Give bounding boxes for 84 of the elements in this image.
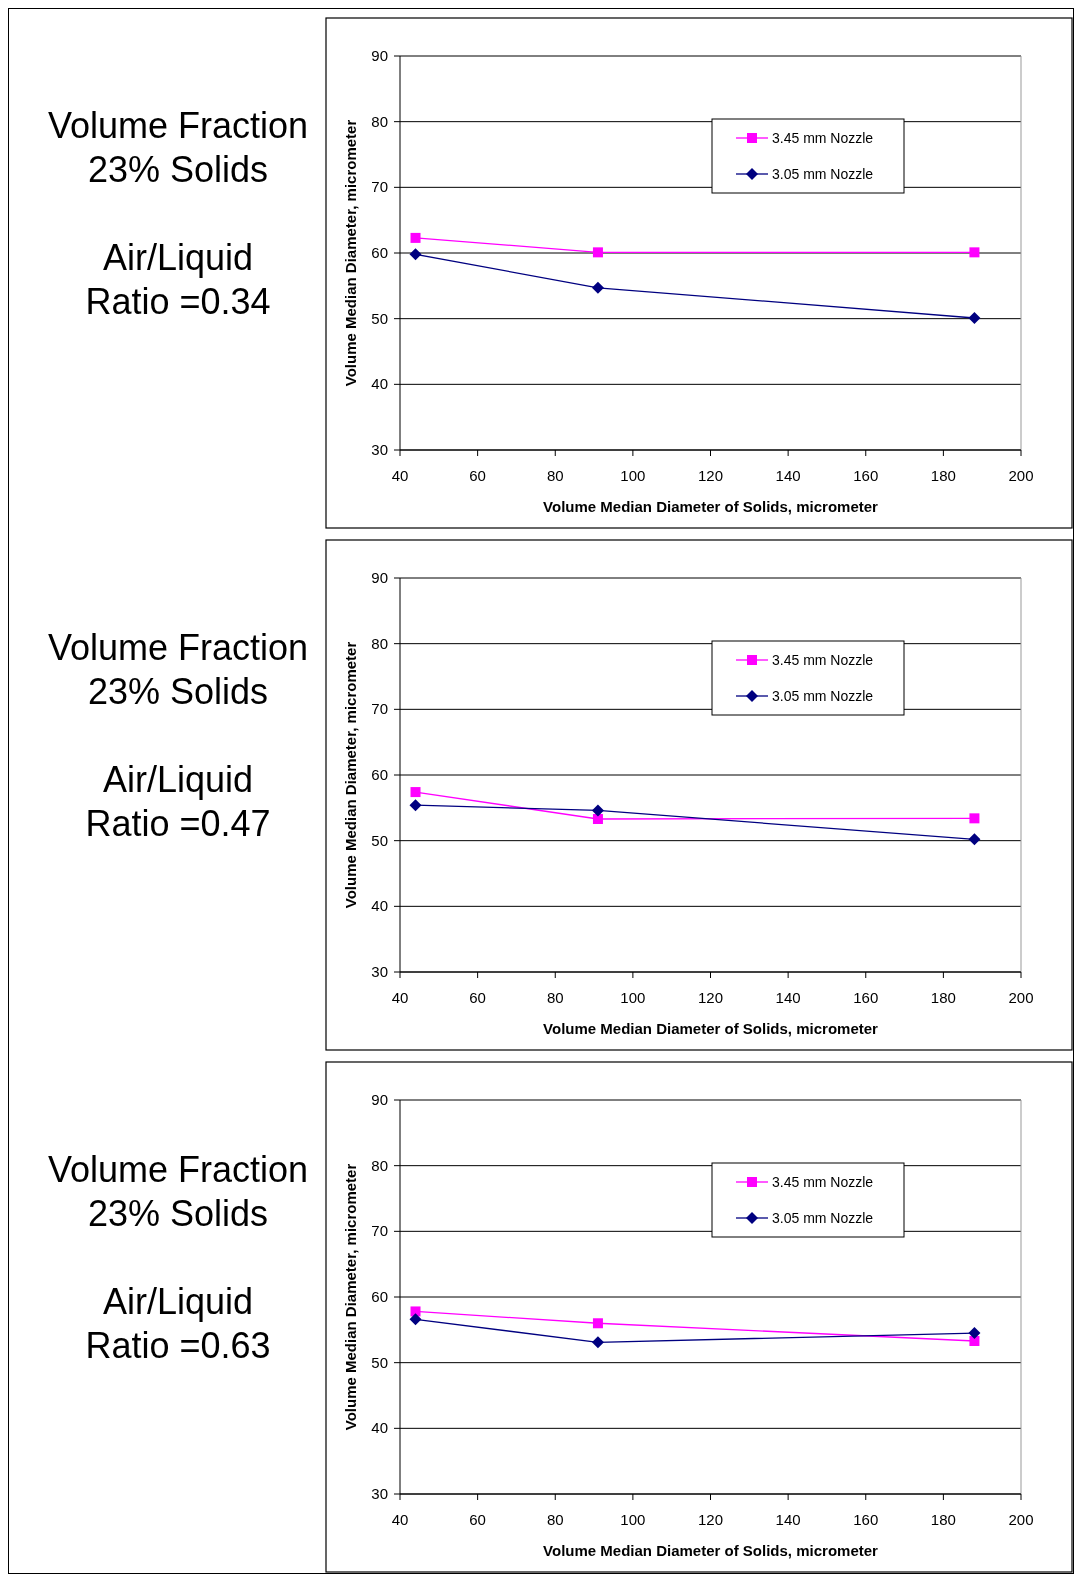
x-axis-title: Volume Median Diameter of Solids, micrometer: [543, 498, 879, 515]
y-tick-label: 30: [371, 441, 388, 458]
legend-label: 3.05 mm Nozzle: [772, 166, 874, 182]
y-tick-label: 30: [371, 963, 388, 980]
y-tick-label: 50: [371, 309, 388, 327]
y-tick-label: 70: [371, 178, 388, 196]
x-tick-label: 60: [469, 989, 486, 1006]
x-tick-label: 160: [853, 467, 879, 484]
y-tick-label: 40: [371, 1419, 388, 1437]
point: [591, 804, 604, 817]
x-tick-label: 80: [546, 1511, 564, 1528]
y-tick-label: 80: [371, 1156, 388, 1174]
x-tick-label: 120: [697, 989, 724, 1006]
text: Air/Liquid Ratio =0.34: [85, 237, 271, 322]
y-tick-label: 40: [371, 897, 388, 915]
x-tick-label: 100: [620, 989, 646, 1006]
x-tick-label: 140: [775, 1511, 801, 1528]
x-tick-label: 80: [546, 467, 564, 484]
point: [410, 232, 421, 243]
point: [591, 1336, 604, 1349]
x-tick-label: 180: [930, 467, 956, 484]
x-tick-label: 40: [391, 989, 409, 1006]
y-tick-label: 90: [371, 1091, 388, 1108]
x-tick-label: 140: [775, 989, 801, 1006]
x-tick-label: 200: [1008, 989, 1034, 1006]
y-tick-label: 70: [371, 700, 388, 718]
point: [969, 1336, 980, 1346]
text: Volume Fraction 23% Solids: [47, 627, 309, 712]
text: Air/Liquid Ratio =0.63: [85, 1281, 271, 1366]
point: [968, 312, 981, 325]
y-tick-label: 60: [371, 1288, 388, 1305]
text: Volume Fraction 23% Solids: [47, 1149, 309, 1234]
x-tick-label: 60: [469, 467, 486, 484]
y-tick-label: 70: [371, 1222, 388, 1240]
point: [592, 1318, 603, 1329]
legend-label: 3.05 mm Nozzle: [772, 688, 874, 704]
y-tick-label: 80: [371, 634, 388, 652]
y-tick-label: 40: [371, 375, 388, 393]
x-tick-label: 120: [697, 467, 724, 484]
x-tick-label: 120: [697, 1511, 724, 1528]
y-tick-label: 60: [371, 244, 388, 261]
point: [409, 799, 422, 812]
x-tick-label: 40: [391, 1511, 409, 1528]
y-tick-label: 60: [371, 766, 388, 783]
x-tick-label: 200: [1008, 1511, 1034, 1528]
point: [409, 248, 422, 261]
x-tick-label: 180: [930, 989, 956, 1006]
point: [410, 787, 421, 798]
y-axis-title: Volume Median Diameter, micrometer: [342, 641, 359, 909]
x-tick-label: 40: [391, 467, 409, 484]
x-tick-label: 140: [775, 467, 801, 484]
y-tick-label: 30: [371, 1485, 388, 1502]
point: [968, 833, 981, 846]
point: [968, 1327, 981, 1340]
point: [592, 247, 603, 258]
legend-label: 3.45 mm Nozzle: [772, 652, 874, 668]
point: [969, 813, 980, 824]
y-tick-label: 80: [371, 112, 388, 130]
point: [591, 281, 604, 294]
x-axis-title: Volume Median Diameter of Solids, micrometer: [543, 1020, 879, 1037]
text: Volume Fraction 23% Solids: [47, 105, 309, 190]
y-axis-title: Volume Median Diameter, micrometer: [342, 1163, 359, 1431]
x-tick-label: 200: [1008, 467, 1034, 484]
x-tick-label: 80: [546, 989, 564, 1006]
x-axis-title: Volume Median Diameter of Solids, micrometer: [543, 1542, 879, 1559]
y-axis-title: Volume Median Diameter, micrometer: [342, 119, 359, 387]
x-tick-label: 100: [620, 1511, 646, 1528]
x-tick-label: 160: [853, 1511, 879, 1528]
point: [409, 1313, 422, 1326]
legend-label: 3.05 mm Nozzle: [772, 1210, 874, 1226]
x-tick-label: 60: [469, 1511, 486, 1528]
x-tick-label: 100: [620, 467, 646, 484]
point: [592, 814, 603, 824]
y-tick-label: 50: [371, 1353, 388, 1371]
y-tick-label: 90: [371, 47, 388, 64]
point: [410, 1306, 421, 1317]
legend-label: 3.45 mm Nozzle: [772, 130, 874, 146]
y-tick-label: 90: [371, 569, 388, 586]
text: Air/Liquid Ratio =0.47: [85, 759, 271, 844]
x-tick-label: 180: [930, 1511, 956, 1528]
x-tick-label: 160: [853, 989, 879, 1006]
point: [969, 247, 980, 258]
legend-label: 3.45 mm Nozzle: [772, 1174, 874, 1190]
y-tick-label: 50: [371, 831, 388, 849]
